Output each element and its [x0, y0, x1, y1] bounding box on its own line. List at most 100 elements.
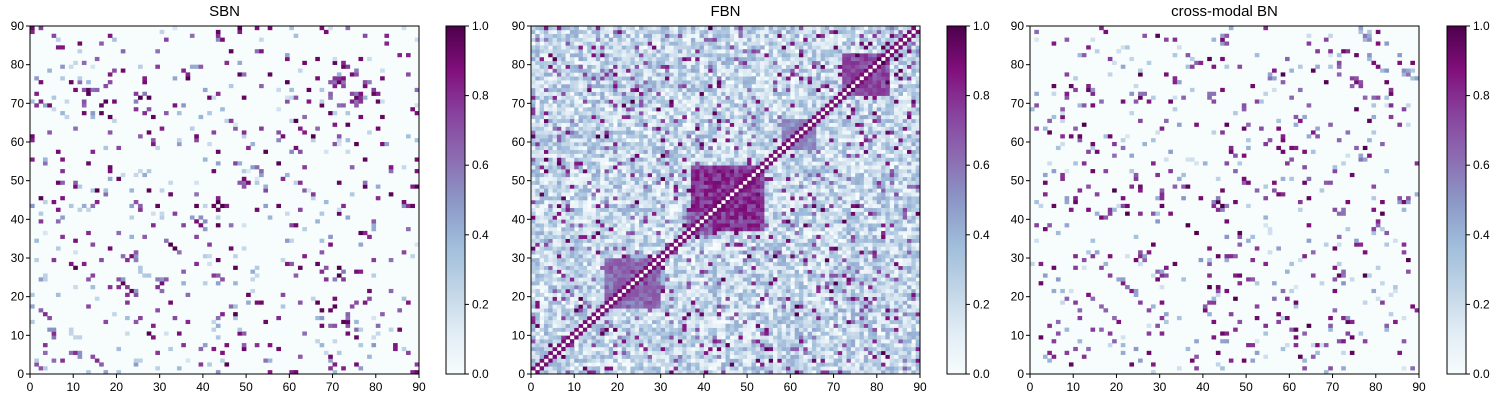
heatmap-cell — [798, 343, 804, 348]
heatmap-cell — [639, 227, 644, 232]
heatmap-cell — [660, 211, 666, 216]
heatmap-cell — [695, 277, 700, 282]
heatmap-cell — [569, 296, 575, 301]
heatmap-cell — [725, 350, 731, 355]
heatmap-cell — [820, 327, 826, 332]
heatmap-cell — [652, 296, 657, 301]
heatmap-cell — [673, 246, 679, 251]
heatmap-cell — [902, 230, 908, 236]
heatmap-cell — [595, 207, 601, 212]
heatmap-cell — [894, 203, 899, 209]
heatmap-cell — [790, 184, 795, 189]
heatmap-cell — [902, 331, 908, 336]
heatmap-cell — [837, 203, 843, 209]
heatmap-cell — [613, 350, 618, 355]
heatmap-cell — [729, 312, 735, 317]
heatmap-cell — [267, 26, 273, 31]
heatmap-cell — [626, 227, 631, 232]
heatmap-cell — [574, 300, 579, 305]
heatmap-cell — [664, 304, 670, 309]
heatmap-cell — [829, 265, 834, 270]
heatmap-cell — [673, 200, 679, 205]
heatmap-cell — [669, 350, 674, 355]
heatmap-cell — [708, 343, 713, 348]
heatmap-cell — [703, 323, 709, 328]
heatmap-cell — [690, 219, 696, 224]
heatmap-cell — [889, 203, 895, 209]
heatmap-cell — [647, 327, 653, 332]
heatmap-cell — [729, 277, 735, 282]
heatmap-cell — [626, 319, 631, 325]
heatmap-cell — [751, 215, 757, 220]
y-tick-label: 10 — [11, 328, 25, 342]
heatmap-cell — [855, 281, 860, 286]
heatmap-cell — [807, 288, 813, 294]
heatmap-cell — [207, 142, 212, 147]
heatmap-cell — [915, 242, 921, 247]
heatmap-cell — [587, 269, 592, 274]
heatmap-cell — [531, 285, 536, 290]
heatmap-cell — [60, 76, 65, 81]
heatmap-cell — [621, 292, 627, 297]
heatmap-cell — [626, 196, 631, 201]
heatmap-cell — [729, 323, 735, 328]
heatmap-cell — [811, 227, 817, 232]
heatmap-cell — [582, 358, 588, 363]
heatmap-cell — [816, 350, 821, 355]
heatmap-cell — [574, 316, 579, 321]
heatmap-cell — [747, 269, 752, 274]
heatmap-cell — [138, 316, 143, 321]
heatmap-cell — [911, 350, 916, 355]
heatmap-cell — [561, 265, 566, 270]
heatmap-cell — [99, 111, 104, 116]
heatmap-cell — [755, 339, 761, 344]
heatmap-cell — [133, 99, 139, 104]
heatmap-cell — [755, 227, 761, 232]
heatmap-cell — [669, 215, 674, 220]
heatmap-cell — [734, 312, 739, 317]
heatmap-cell — [833, 250, 839, 255]
heatmap-cell — [660, 200, 666, 205]
heatmap-cell — [535, 296, 540, 301]
heatmap-cell — [816, 200, 821, 205]
heatmap-cell — [768, 261, 774, 267]
heatmap-cell — [548, 215, 553, 220]
heatmap-cell — [552, 277, 558, 282]
heatmap-cell — [682, 296, 687, 301]
heatmap-cell — [306, 87, 312, 93]
heatmap-cell — [781, 331, 787, 336]
heatmap-cell — [660, 358, 666, 363]
heatmap-cell — [664, 207, 670, 212]
heatmap-cell — [535, 200, 540, 205]
heatmap-cell — [561, 296, 566, 301]
heatmap-cell — [565, 300, 571, 305]
heatmap-cell — [894, 207, 899, 212]
heatmap-cell — [807, 223, 813, 228]
heatmap-cell — [535, 312, 540, 317]
heatmap-cell — [859, 246, 865, 251]
heatmap-cell — [781, 219, 787, 224]
heatmap-cell — [630, 230, 636, 236]
heatmap-cell — [621, 370, 627, 375]
heatmap-cell — [837, 277, 843, 282]
heatmap-cell — [842, 300, 847, 305]
heatmap-cell — [289, 149, 294, 154]
heatmap-cell — [626, 304, 631, 309]
heatmap-cell — [414, 362, 420, 367]
heatmap-cell — [872, 238, 878, 243]
heatmap-cell — [539, 370, 545, 375]
heatmap-cell — [907, 215, 912, 220]
heatmap-cell — [86, 161, 91, 166]
heatmap-cell — [760, 370, 765, 375]
heatmap-cell — [859, 296, 865, 301]
heatmap-cell — [699, 343, 705, 348]
heatmap-cell — [556, 362, 562, 367]
heatmap-cell — [708, 242, 713, 247]
heatmap-cell — [855, 339, 860, 344]
heatmap-cell — [595, 327, 601, 332]
heatmap-cell — [656, 250, 661, 255]
heatmap-cell — [543, 215, 549, 220]
heatmap-cell — [388, 192, 394, 197]
heatmap-cell — [652, 230, 657, 236]
heatmap-cell — [319, 238, 325, 243]
